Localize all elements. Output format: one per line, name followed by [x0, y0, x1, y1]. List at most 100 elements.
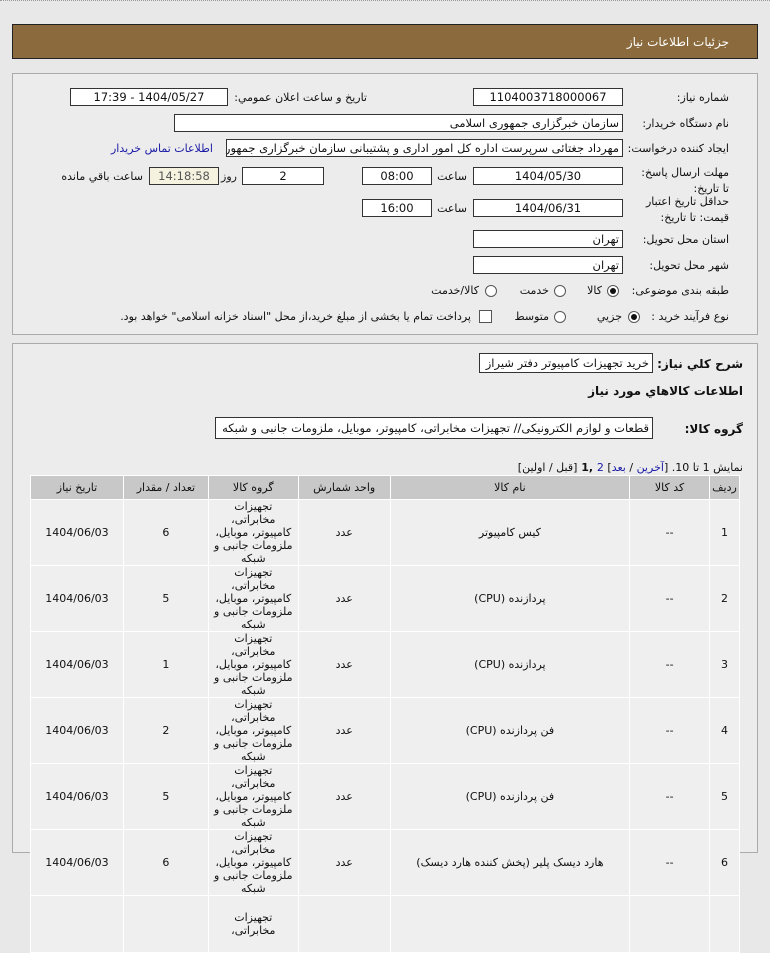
table-cell	[30, 895, 124, 953]
table-cell	[122, 895, 209, 953]
table-cell: 5	[709, 763, 740, 830]
table-cell: 5	[122, 763, 209, 830]
table-cell	[629, 895, 711, 953]
table-cell	[389, 895, 631, 953]
table-cell: 1404/06/03	[30, 631, 124, 698]
paging-current-page: ,1	[577, 461, 597, 474]
table-cell: --	[629, 697, 711, 764]
table-cell: تجهيزات مخابراتی، کامپيوتر، موبايل، ملزو…	[207, 565, 299, 632]
table-cell: 1	[709, 499, 740, 566]
paging-page-2[interactable]: 2	[596, 461, 604, 474]
table-row: 3 -- پردازنده (CPU) عدد تجهيزات مخابراتی، کا…	[30, 631, 740, 698]
summary-field: خريد تجهيزات کامپيوتر دفتر شيراز	[479, 353, 653, 373]
process-radio-minor[interactable]	[628, 311, 640, 323]
table-row: 6 -- هارد ديسک پلير (پخش کننده هارد ديسک) ع…	[30, 829, 740, 896]
table-cell: 1404/06/03	[30, 829, 124, 896]
remaining-label: ساعت باقي مانده	[61, 170, 143, 183]
table-cell: 1404/06/03	[30, 565, 124, 632]
province-label: استان محل تحويل:	[642, 233, 729, 246]
buyer-contact-link[interactable]: اطلاعات تماس خريدار	[111, 142, 213, 155]
category-radio-goods[interactable]	[607, 285, 619, 297]
paging-close: ]	[603, 461, 612, 474]
column-header: تاريخ نياز	[30, 475, 124, 500]
table-cell	[297, 895, 391, 953]
table-cell: عدد	[297, 499, 391, 566]
paging-next-link[interactable]: بعد	[611, 461, 626, 474]
need-number-field: 1104003718000067	[473, 88, 623, 106]
goods-group-label: گروه کالا:	[684, 422, 743, 436]
table-row: 5 -- فن پردازنده (CPU) عدد تجهيزات مخابراتی،…	[30, 763, 740, 830]
table-cell: عدد	[297, 565, 391, 632]
deadline-time-field: 08:00	[362, 167, 432, 185]
deadline-label: مهلت ارسال پاسخ: تا تاريخ:	[641, 166, 729, 195]
column-header: کد کالا	[629, 475, 711, 500]
process-label: نوع فرآيند خريد :	[651, 310, 729, 323]
table-cell: تجهيزات مخابراتی،	[207, 895, 299, 953]
goods-table: رديف کد کالا نام کالا واحد شمارش گروه کالا تع…	[30, 475, 740, 953]
page-title: جزئیات اطلاعات نیاز	[626, 35, 729, 49]
table-cell: 3	[709, 631, 740, 698]
table-cell: --	[629, 631, 711, 698]
category-radio-goods-service[interactable]	[485, 285, 497, 297]
table-cell: 5	[122, 565, 209, 632]
creator-label: ايجاد کننده درخواست:	[627, 142, 729, 155]
table-cell: --	[629, 499, 711, 566]
need-number-label: شماره نياز:	[676, 91, 729, 104]
table-cell: تجهيزات مخابراتی، کامپيوتر، موبايل، ملزو…	[207, 697, 299, 764]
table-cell: کيس کامپيوتر	[389, 499, 631, 566]
process-option-minor: جزيي	[596, 310, 622, 323]
table-cell: فن پردازنده (CPU)	[389, 697, 631, 764]
table-cell: تجهيزات مخابراتی، کامپيوتر، موبايل، ملزو…	[207, 631, 299, 698]
buyer-label: نام دستگاه خريدار:	[642, 117, 729, 130]
table-cell	[709, 895, 740, 953]
page-header: جزئیات اطلاعات نیاز	[12, 24, 758, 59]
days-field: 2	[242, 167, 324, 185]
column-header: نام کالا	[389, 475, 631, 500]
table-cell: --	[629, 829, 711, 896]
table-row: تجهيزات مخابراتی،	[30, 895, 740, 953]
table-cell: 1404/06/03	[30, 763, 124, 830]
validity-time-label: ساعت	[437, 202, 467, 215]
paging-prefix: نمایش 1 تا 10. [	[663, 461, 743, 474]
announce-label: تاريخ و ساعت اعلان عمومي:	[234, 91, 367, 104]
category-option-goods-service: کالا/خدمت	[431, 284, 479, 297]
goods-section-title: اطلاعات کالاهاي مورد نياز	[588, 384, 743, 398]
table-cell: 2	[709, 565, 740, 632]
buyer-field: سازمان خبرگزاری جمهوری اسلامی	[174, 114, 623, 132]
validity-label: حداقل تاريخ اعتبار قيمت: تا تاريخ:	[645, 195, 729, 224]
category-label: طبقه بندی موضوعی:	[631, 284, 729, 297]
category-option-service: خدمت	[519, 284, 549, 297]
table-cell: 1	[122, 631, 209, 698]
city-label: شهر محل تحويل:	[649, 259, 729, 272]
table-header-row: رديف کد کالا نام کالا واحد شمارش گروه کالا تع…	[30, 475, 740, 500]
table-cell: فن پردازنده (CPU)	[389, 763, 631, 830]
remaining-time-field: 14:18:58	[149, 167, 219, 185]
paging-last-link[interactable]: آخرین	[636, 461, 664, 474]
table-cell: پردازنده (CPU)	[389, 631, 631, 698]
process-radio-medium[interactable]	[554, 311, 566, 323]
table-cell: عدد	[297, 697, 391, 764]
column-header: گروه کالا	[207, 475, 299, 500]
column-header: واحد شمارش	[297, 475, 391, 500]
paging-prev-first: [قبل / اولین]	[517, 461, 578, 474]
table-cell: پردازنده (CPU)	[389, 565, 631, 632]
table-cell: هارد ديسک پلير (پخش کننده هارد ديسک)	[389, 829, 631, 896]
deadline-date-field: 1404/05/30	[473, 167, 623, 185]
table-row: 4 -- فن پردازنده (CPU) عدد تجهيزات مخابراتی،…	[30, 697, 740, 764]
table-cell: عدد	[297, 631, 391, 698]
table-cell: 1404/06/03	[30, 697, 124, 764]
category-option-goods: کالا	[587, 284, 602, 297]
summary-label: شرح کلي نياز:	[657, 357, 743, 371]
table-cell: --	[629, 763, 711, 830]
table-cell: تجهيزات مخابراتی، کامپيوتر، موبايل، ملزو…	[207, 499, 299, 566]
table-cell: عدد	[297, 829, 391, 896]
table-cell: تجهيزات مخابراتی، کامپيوتر، موبايل، ملزو…	[207, 829, 299, 896]
treasury-payment-checkbox[interactable]	[479, 310, 492, 323]
deadline-time-label: ساعت	[437, 170, 467, 183]
table-cell: تجهيزات مخابراتی، کامپيوتر، موبايل، ملزو…	[207, 763, 299, 830]
table-cell: عدد	[297, 763, 391, 830]
column-header: تعداد / مقدار	[122, 475, 209, 500]
city-field: تهران	[473, 256, 623, 274]
category-radio-service[interactable]	[554, 285, 566, 297]
table-row: 1 -- کيس کامپيوتر عدد تجهيزات مخابراتی، کامپ…	[30, 499, 740, 566]
